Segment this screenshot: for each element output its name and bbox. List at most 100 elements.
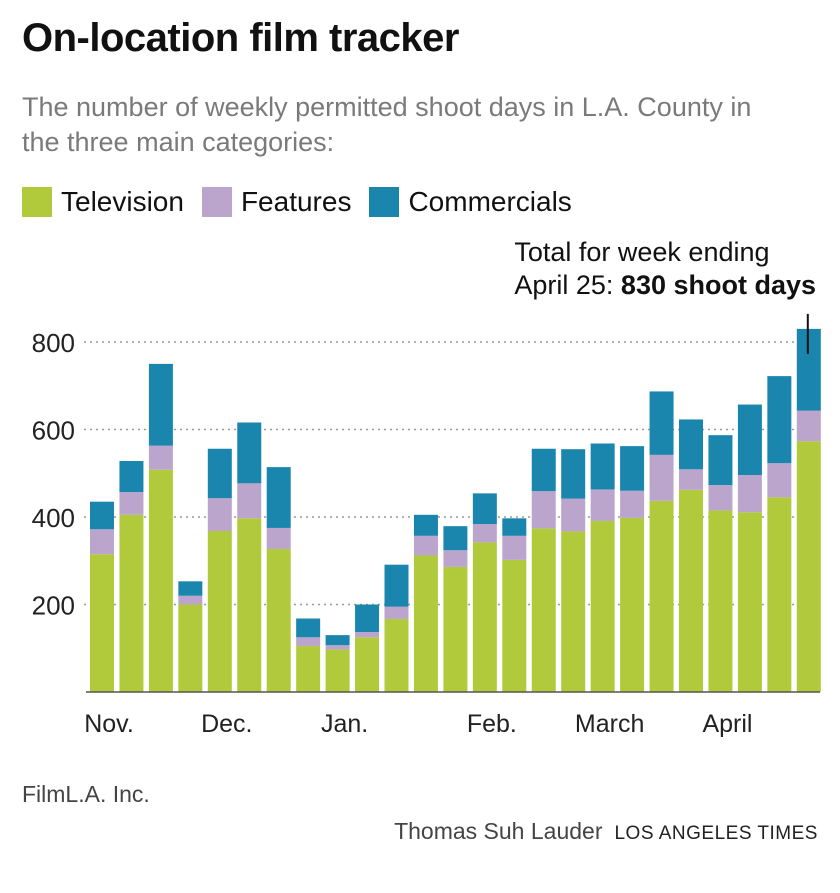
bar-features: [708, 485, 733, 511]
y-tick-label: 200: [32, 591, 75, 621]
bar-television: [502, 559, 527, 692]
bar-commercials: [355, 604, 380, 633]
bar-television: [413, 555, 438, 692]
legend: Television Features Commercials: [22, 186, 590, 218]
bar-features: [649, 454, 674, 501]
bar-features: [178, 595, 203, 605]
credit-line: Thomas Suh Lauder LOS ANGELES TIMES: [394, 818, 818, 845]
bar-features: [502, 535, 527, 560]
bar-commercials: [266, 467, 291, 528]
bar-features: [413, 535, 438, 556]
x-tick-label: Nov.: [84, 710, 134, 738]
bar-television: [796, 441, 821, 692]
annotation-line-1: Total for week ending: [514, 237, 770, 267]
legend-swatch-features: [201, 187, 232, 217]
bar-features: [90, 529, 114, 555]
bar-television: [767, 497, 792, 692]
bar-television: [237, 518, 262, 692]
bar-television: [620, 517, 645, 692]
bar-commercials: [767, 376, 792, 464]
bar-television: [384, 618, 409, 692]
credit-publication: LOS ANGELES TIMES: [614, 823, 818, 844]
bar-features: [767, 463, 792, 498]
bar-television: [90, 554, 114, 692]
credit-author: Thomas Suh Lauder: [394, 818, 603, 844]
bar-features: [119, 492, 144, 515]
bar-commercials: [148, 363, 173, 446]
legend-item-television: Television: [22, 186, 184, 218]
legend-label-commercials: Commercials: [408, 186, 572, 217]
annotation-total: 830 shoot days: [620, 270, 816, 300]
x-tick-label: April: [702, 710, 752, 738]
bar-features: [620, 490, 645, 518]
bar-television: [679, 489, 703, 692]
bar-features: [296, 637, 321, 647]
bar-television: [590, 520, 615, 692]
x-tick-label: Dec.: [201, 710, 252, 738]
bar-features: [237, 483, 262, 519]
bar-television: [207, 531, 232, 692]
bar-features: [325, 645, 350, 650]
bar-commercials: [620, 446, 645, 491]
stacked-bar-chart: 200 400 600 800 Nov. Dec. Jan. Feb. March April: [32, 313, 821, 738]
bar-television: [296, 646, 321, 692]
y-tick-label: 400: [32, 503, 75, 533]
bar-television: [266, 548, 291, 692]
bar-commercials: [296, 618, 321, 638]
bar-television: [531, 528, 556, 692]
bar-features: [355, 632, 380, 638]
x-tick-label: Feb.: [467, 710, 517, 738]
bar-commercials: [472, 493, 497, 524]
source-note: FilmL.A. Inc.: [22, 781, 150, 807]
bar-television: [472, 542, 497, 692]
annotation-line-2: April 25: 830 shoot days: [514, 269, 816, 302]
bar-commercials: [413, 514, 438, 536]
y-tick-label: 800: [32, 328, 75, 358]
legend-label-television: Television: [61, 186, 184, 217]
bar-commercials: [679, 419, 703, 470]
bar-commercials: [178, 581, 203, 596]
bar-commercials: [207, 448, 232, 499]
bar-features: [266, 527, 291, 549]
bar-television: [649, 500, 674, 692]
bar-features: [207, 498, 232, 531]
bar-features: [472, 524, 497, 543]
bar-television: [148, 469, 173, 692]
bar-commercials: [325, 635, 350, 646]
bar-commercials: [90, 501, 114, 530]
x-tick-label: Jan.: [321, 710, 368, 738]
legend-swatch-television: [22, 187, 52, 217]
bar-commercials: [708, 435, 733, 486]
bar-television: [178, 604, 203, 692]
bar-features: [590, 489, 615, 521]
bar-commercials: [590, 443, 615, 490]
chart-subtitle: The number of weekly permitted shoot day…: [22, 92, 752, 157]
annotation-prefix: April 25:: [514, 270, 621, 300]
bar-television: [119, 514, 144, 692]
bar-features: [679, 469, 703, 490]
bar-commercials: [502, 518, 527, 536]
legend-label-features: Features: [240, 186, 352, 217]
bar-television: [355, 637, 380, 692]
legend-item-commercials: Commercials: [369, 186, 572, 218]
bar-features: [796, 410, 821, 442]
bar-features: [443, 550, 468, 567]
bar-features: [148, 445, 173, 470]
legend-swatch-commercials: [369, 187, 400, 217]
bar-television: [443, 566, 468, 692]
bar-features: [737, 475, 762, 513]
total-annotation: Total for week ending April 25: 830 shoo…: [514, 236, 816, 302]
bar-commercials: [649, 391, 674, 455]
legend-item-features: Features: [201, 186, 352, 218]
bar-commercials: [561, 449, 586, 499]
bar-commercials: [119, 461, 144, 493]
bar-television: [561, 531, 586, 692]
y-tick-label: 600: [32, 416, 75, 446]
bar-commercials: [384, 564, 409, 607]
bar-television: [708, 510, 733, 692]
bar-commercials: [737, 404, 762, 475]
chart-title: On-location film tracker: [22, 16, 459, 60]
bar-features: [384, 606, 409, 619]
x-tick-label: March: [575, 710, 644, 738]
bar-commercials: [237, 422, 262, 484]
